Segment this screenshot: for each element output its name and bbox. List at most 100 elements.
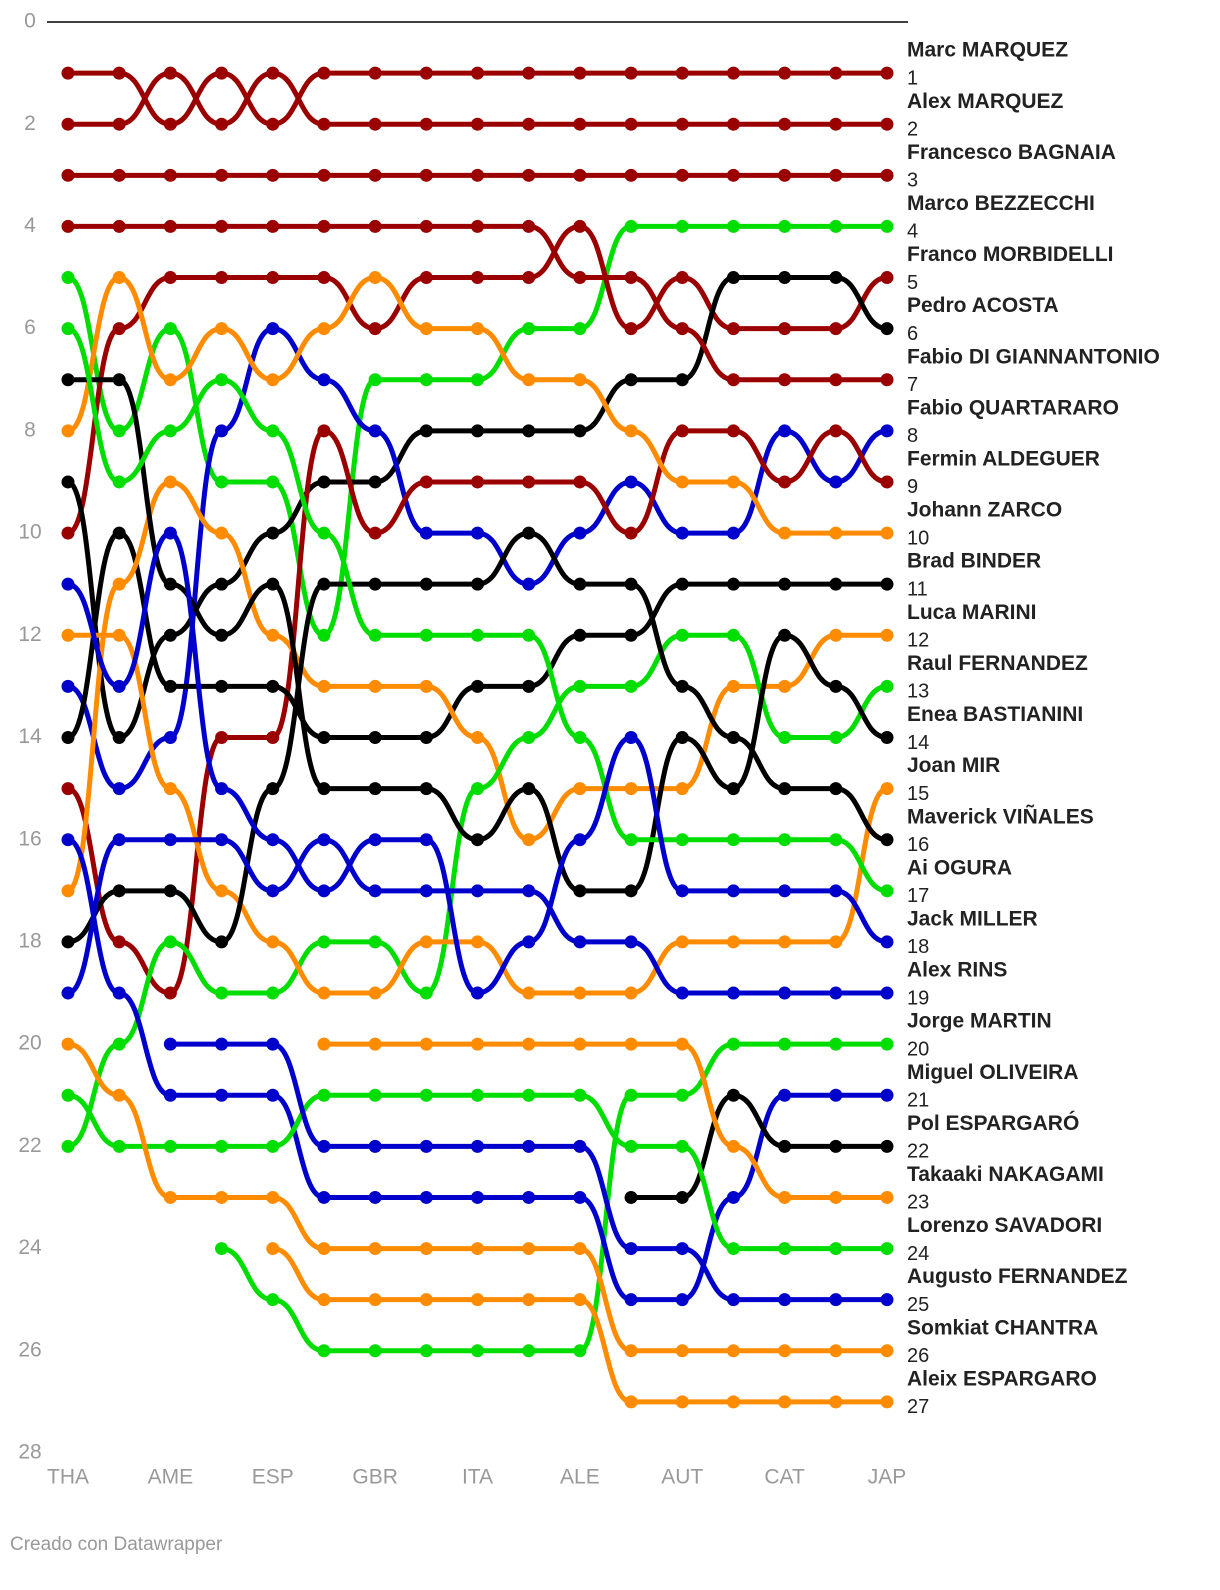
point <box>368 219 382 233</box>
point <box>266 1242 280 1256</box>
point <box>61 373 75 387</box>
point <box>522 679 536 693</box>
point <box>573 628 587 642</box>
point <box>778 1190 792 1204</box>
point <box>726 628 740 642</box>
point <box>829 782 843 796</box>
point <box>215 271 229 285</box>
point <box>880 731 894 744</box>
point <box>829 66 843 80</box>
series-line <box>65 70 890 127</box>
point <box>419 1344 433 1358</box>
point <box>471 833 484 847</box>
point <box>112 219 126 233</box>
point <box>778 424 792 438</box>
point <box>215 219 229 233</box>
point <box>675 1344 689 1358</box>
end-value: 4 <box>907 221 918 243</box>
point <box>675 577 689 591</box>
point <box>419 1037 433 1051</box>
point <box>522 373 536 387</box>
point <box>471 1344 484 1358</box>
y-tick-label: 12 <box>18 623 41 646</box>
point <box>829 884 843 898</box>
series-label: Jack MILLER <box>907 907 1038 930</box>
point <box>880 66 894 80</box>
point <box>368 628 382 642</box>
series-line <box>167 1041 890 1303</box>
point <box>368 679 382 693</box>
point <box>368 373 382 387</box>
point <box>368 1139 382 1153</box>
point <box>61 322 75 336</box>
point <box>522 1293 536 1307</box>
point <box>573 424 587 438</box>
point <box>317 628 331 642</box>
point <box>471 986 484 1000</box>
point <box>726 1395 740 1409</box>
y-tick-label: 16 <box>18 827 41 850</box>
point <box>675 66 689 80</box>
point <box>675 935 689 949</box>
x-tick-label: JAP <box>868 1466 907 1489</box>
point <box>624 833 638 847</box>
point <box>215 628 229 642</box>
end-value: 11 <box>907 578 928 600</box>
point <box>624 271 638 285</box>
point <box>624 1139 638 1153</box>
point <box>419 986 433 1000</box>
series-line <box>65 70 890 127</box>
point <box>61 219 75 233</box>
point <box>726 424 740 438</box>
point <box>215 935 229 949</box>
point <box>471 117 484 131</box>
point <box>624 322 638 336</box>
point <box>163 117 177 131</box>
point <box>829 117 843 131</box>
series-label: Marc MARQUEZ <box>907 39 1068 62</box>
point <box>61 577 75 591</box>
point <box>624 424 638 438</box>
series-label: Francesco BAGNAIA <box>907 141 1116 164</box>
point <box>880 424 894 438</box>
series-line <box>65 377 890 894</box>
point <box>61 884 75 898</box>
point <box>215 373 229 387</box>
point <box>317 833 331 847</box>
point <box>368 1190 382 1204</box>
point <box>112 628 126 642</box>
point <box>419 168 433 182</box>
point <box>163 782 177 796</box>
point <box>778 1088 792 1102</box>
point <box>61 526 75 540</box>
point <box>778 322 792 336</box>
point <box>266 66 280 80</box>
point <box>726 731 740 744</box>
point <box>573 833 587 847</box>
point <box>112 424 126 438</box>
y-tick-label: 14 <box>18 725 42 748</box>
point <box>624 884 638 898</box>
series-label: Alex RINS <box>907 959 1007 982</box>
point <box>778 628 792 642</box>
point <box>471 935 484 949</box>
point <box>675 424 689 438</box>
point <box>829 679 843 693</box>
end-value: 5 <box>907 272 918 294</box>
point <box>675 117 689 131</box>
series-label: Johann ZARCO <box>907 499 1062 522</box>
point <box>778 1293 792 1307</box>
point <box>522 628 536 642</box>
point <box>471 884 484 898</box>
point <box>215 679 229 693</box>
point <box>880 935 894 949</box>
point <box>573 935 587 949</box>
point <box>829 526 843 540</box>
point <box>573 577 587 591</box>
point <box>419 475 433 489</box>
point <box>624 526 638 540</box>
point <box>573 219 587 233</box>
point <box>471 322 484 336</box>
point <box>624 1037 638 1051</box>
point <box>573 986 587 1000</box>
